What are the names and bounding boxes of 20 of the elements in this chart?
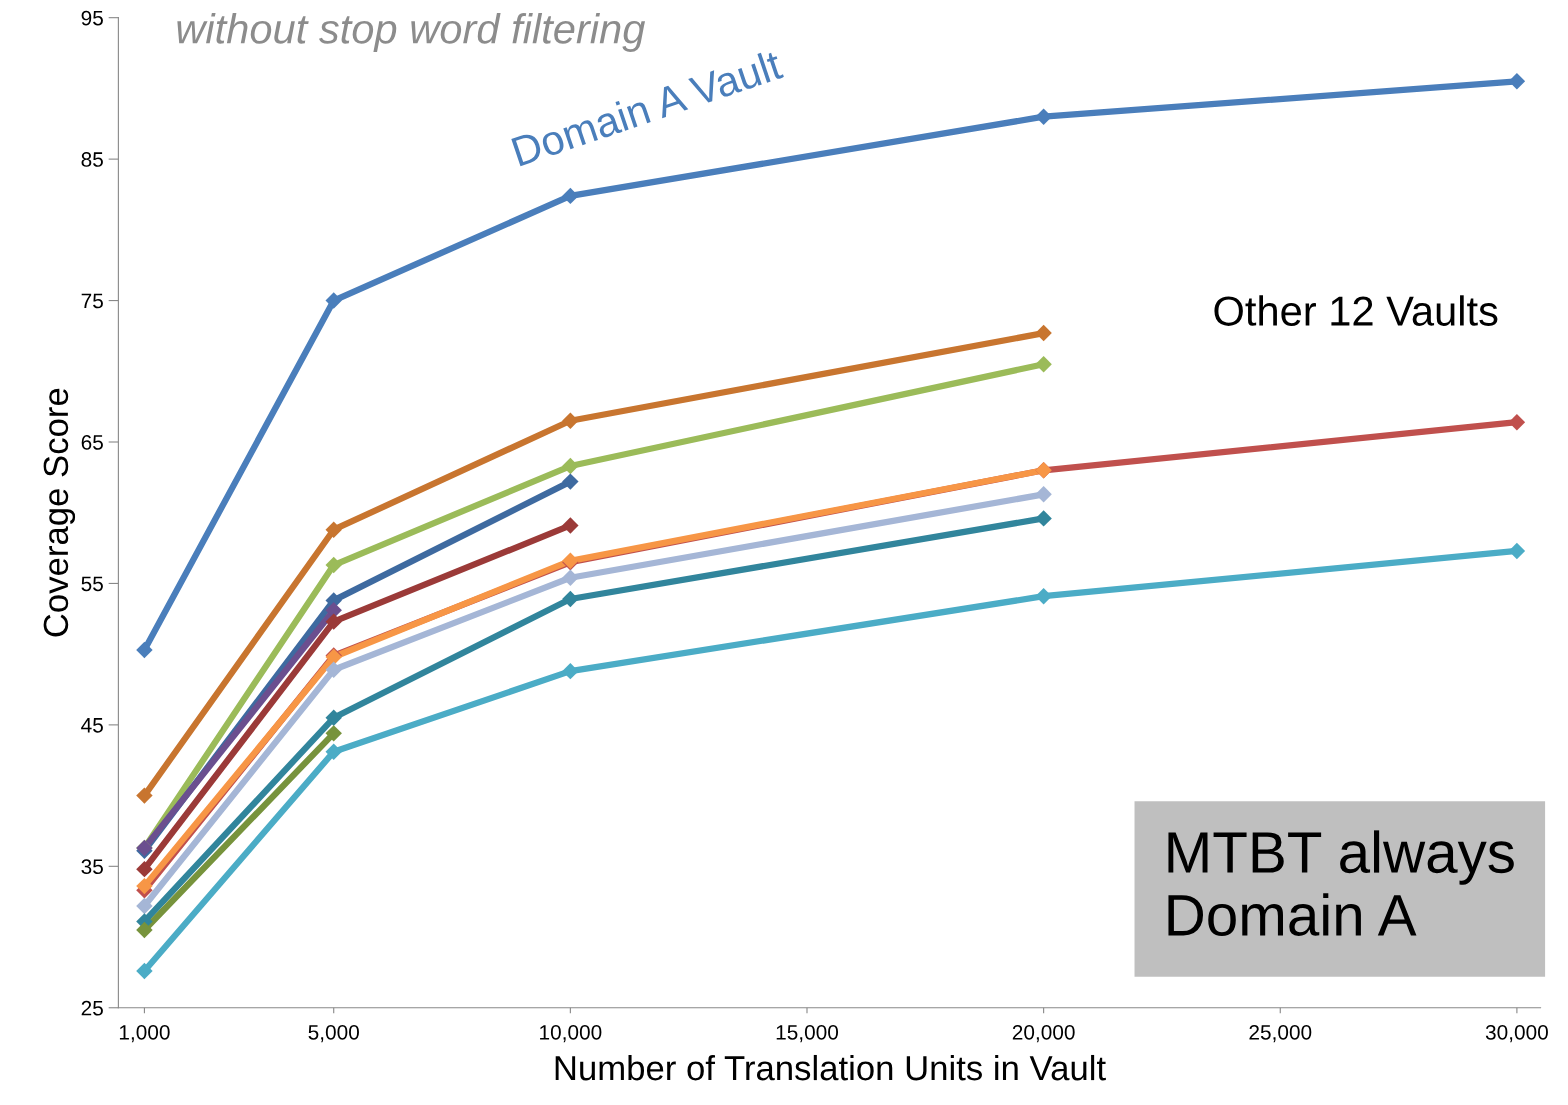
x-tick-label: 25,000 — [1249, 1024, 1312, 1043]
y-tick-label: 75 — [81, 293, 103, 309]
y-tick-label: 25 — [81, 1000, 103, 1016]
x-tick-label: 1,000 — [119, 1024, 170, 1043]
x-tick-label: 20,000 — [1012, 1024, 1075, 1043]
y-tick-label: 85 — [81, 152, 103, 167]
x-tick-label: 30,000 — [1485, 1024, 1548, 1043]
annotation: without stop word filtering — [177, 13, 646, 52]
y-tick-label: 95 — [81, 10, 103, 26]
x-tick-label: 10,000 — [540, 1024, 602, 1043]
annotation: Other 12 Vaults — [1214, 295, 1498, 326]
y-tick-label: 35 — [81, 859, 103, 875]
x-axis-title: Number of Translation Units in Vault — [555, 1054, 1106, 1081]
x-tick-label: 5,000 — [308, 1024, 359, 1043]
annotation: MTBT always Domain A — [1168, 830, 1514, 937]
y-tick-label: 45 — [81, 718, 103, 733]
y-axis-title: Coverage Score — [43, 388, 76, 637]
y-tick-label: 65 — [81, 435, 103, 450]
y-tick-label: 55 — [81, 576, 103, 592]
x-tick-label: 15,000 — [776, 1024, 839, 1043]
